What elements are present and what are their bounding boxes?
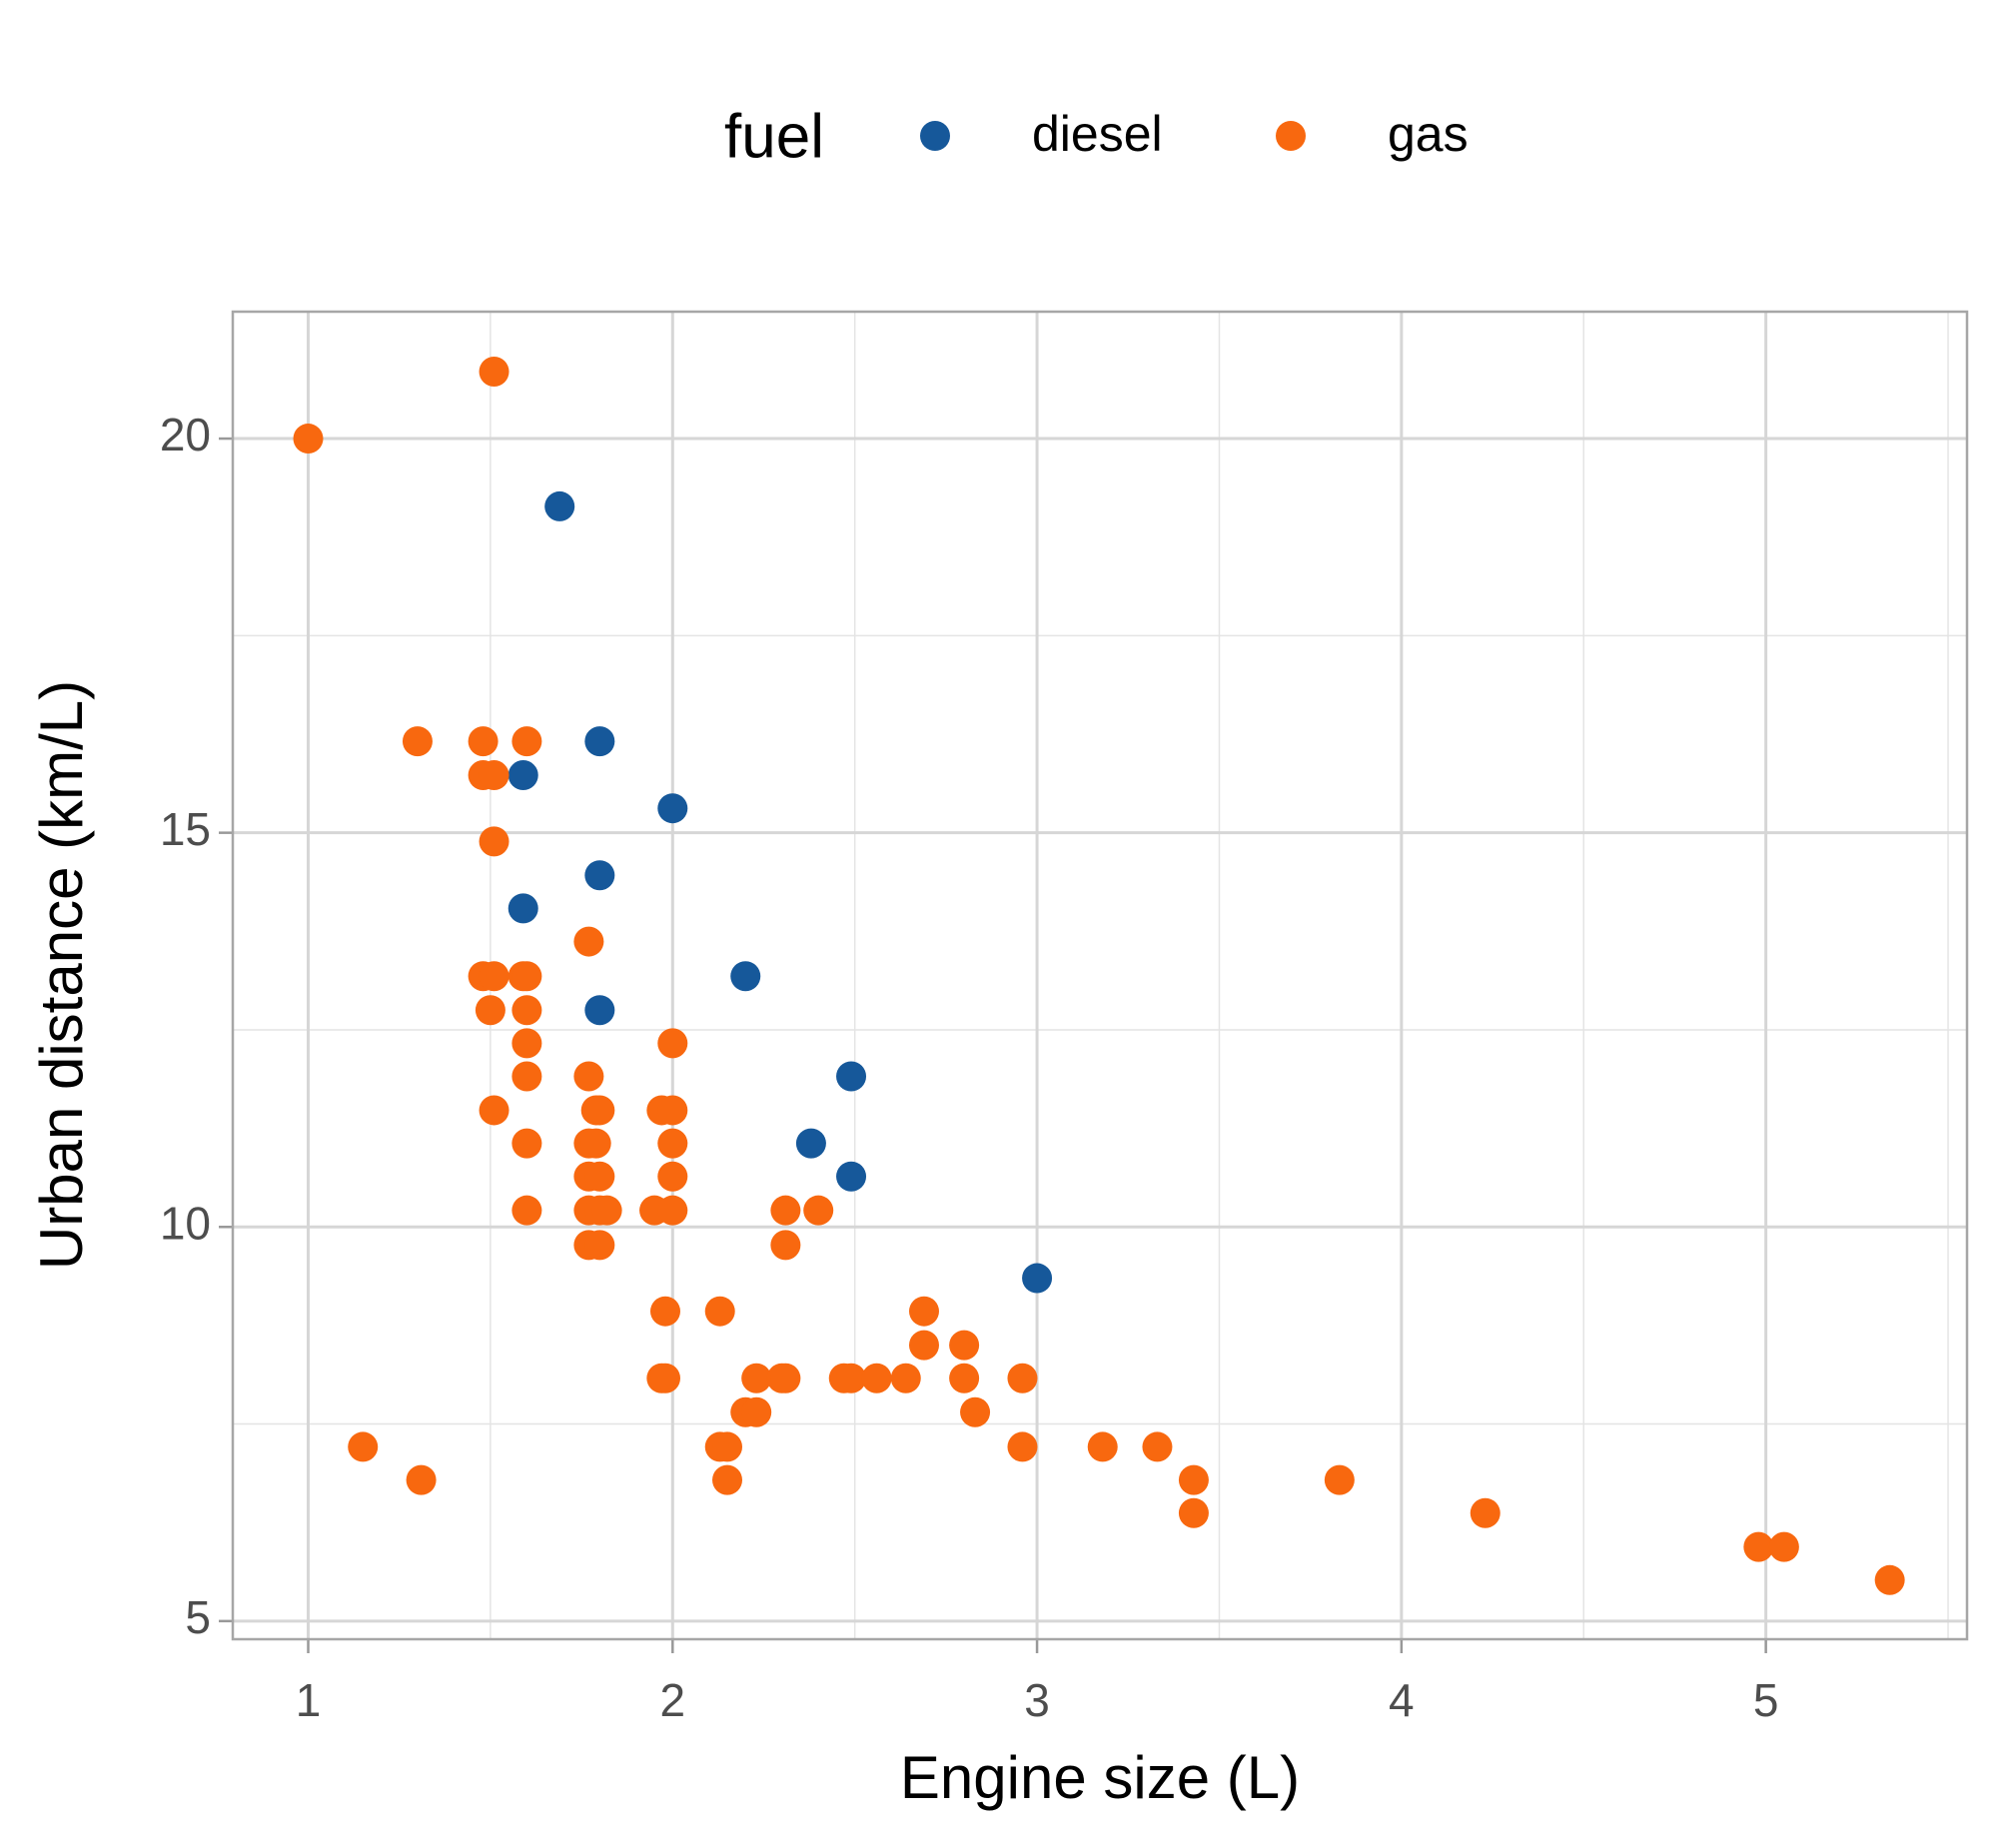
point <box>584 726 615 757</box>
point <box>479 760 509 791</box>
point <box>479 961 509 992</box>
point <box>479 826 509 857</box>
y-tick-label: 5 <box>185 1591 211 1643</box>
point <box>580 1128 611 1159</box>
point <box>1874 1564 1905 1595</box>
point <box>712 1464 743 1495</box>
point <box>584 1095 615 1126</box>
y-tick-label: 15 <box>160 803 211 855</box>
legend-marker <box>920 121 950 151</box>
legend-marker <box>1276 121 1306 151</box>
point <box>1007 1431 1038 1462</box>
point <box>712 1431 743 1462</box>
point <box>836 1061 867 1092</box>
point <box>475 995 505 1026</box>
point <box>584 1161 615 1192</box>
point <box>293 424 324 455</box>
point <box>741 1363 772 1393</box>
y-tick-label: 10 <box>160 1197 211 1249</box>
point <box>657 1095 688 1126</box>
point <box>511 1028 542 1059</box>
point <box>836 1363 867 1393</box>
point <box>1324 1464 1355 1495</box>
x-tick-label: 2 <box>659 1674 685 1726</box>
point <box>1178 1464 1209 1495</box>
point <box>657 1128 688 1159</box>
point <box>949 1363 980 1393</box>
point <box>960 1396 991 1427</box>
y-axis-title: Urban distance (km/L) <box>28 680 95 1270</box>
point <box>584 1230 615 1261</box>
point <box>511 995 542 1026</box>
point <box>511 1128 542 1159</box>
point <box>511 1061 542 1092</box>
point <box>770 1363 801 1393</box>
point <box>649 1296 680 1327</box>
point <box>949 1330 980 1361</box>
plot-border <box>231 310 1969 1641</box>
point <box>468 726 499 757</box>
point <box>861 1363 892 1393</box>
point <box>511 726 542 757</box>
point <box>479 1095 509 1126</box>
point <box>511 961 542 992</box>
point <box>803 1195 834 1226</box>
legend-title: fuel <box>724 102 824 171</box>
point <box>1022 1263 1053 1294</box>
point <box>573 1061 604 1092</box>
point <box>741 1396 772 1427</box>
legend-label: gas <box>1388 106 1469 162</box>
point <box>649 1363 680 1393</box>
point <box>573 926 604 957</box>
point <box>1087 1431 1118 1462</box>
x-tick-label: 5 <box>1753 1674 1779 1726</box>
point <box>730 961 761 992</box>
point <box>1743 1531 1774 1562</box>
point <box>657 793 688 824</box>
point <box>511 1195 542 1226</box>
point <box>1007 1363 1038 1393</box>
point <box>1470 1497 1500 1528</box>
point <box>657 1161 688 1192</box>
point <box>507 760 538 791</box>
point <box>584 860 615 891</box>
point <box>836 1161 867 1192</box>
point <box>507 893 538 924</box>
point <box>908 1296 939 1327</box>
legend-label: diesel <box>1032 106 1163 162</box>
point <box>1768 1531 1799 1562</box>
point <box>795 1128 826 1159</box>
point <box>479 356 509 387</box>
point <box>657 1195 688 1226</box>
point <box>402 726 433 757</box>
point <box>770 1230 801 1261</box>
point <box>770 1195 801 1226</box>
point <box>591 1195 622 1226</box>
point <box>657 1028 688 1059</box>
y-tick-label: 20 <box>160 409 211 461</box>
point <box>908 1330 939 1361</box>
point <box>890 1363 921 1393</box>
point <box>584 995 615 1026</box>
point <box>1142 1431 1173 1462</box>
x-axis-title: Engine size (L) <box>900 1744 1300 1811</box>
x-tick-label: 3 <box>1024 1674 1050 1726</box>
point <box>544 490 575 521</box>
x-tick-label: 1 <box>296 1674 322 1726</box>
point <box>348 1431 379 1462</box>
point <box>406 1464 437 1495</box>
point <box>704 1296 735 1327</box>
point <box>1178 1497 1209 1528</box>
x-tick-label: 4 <box>1389 1674 1415 1726</box>
